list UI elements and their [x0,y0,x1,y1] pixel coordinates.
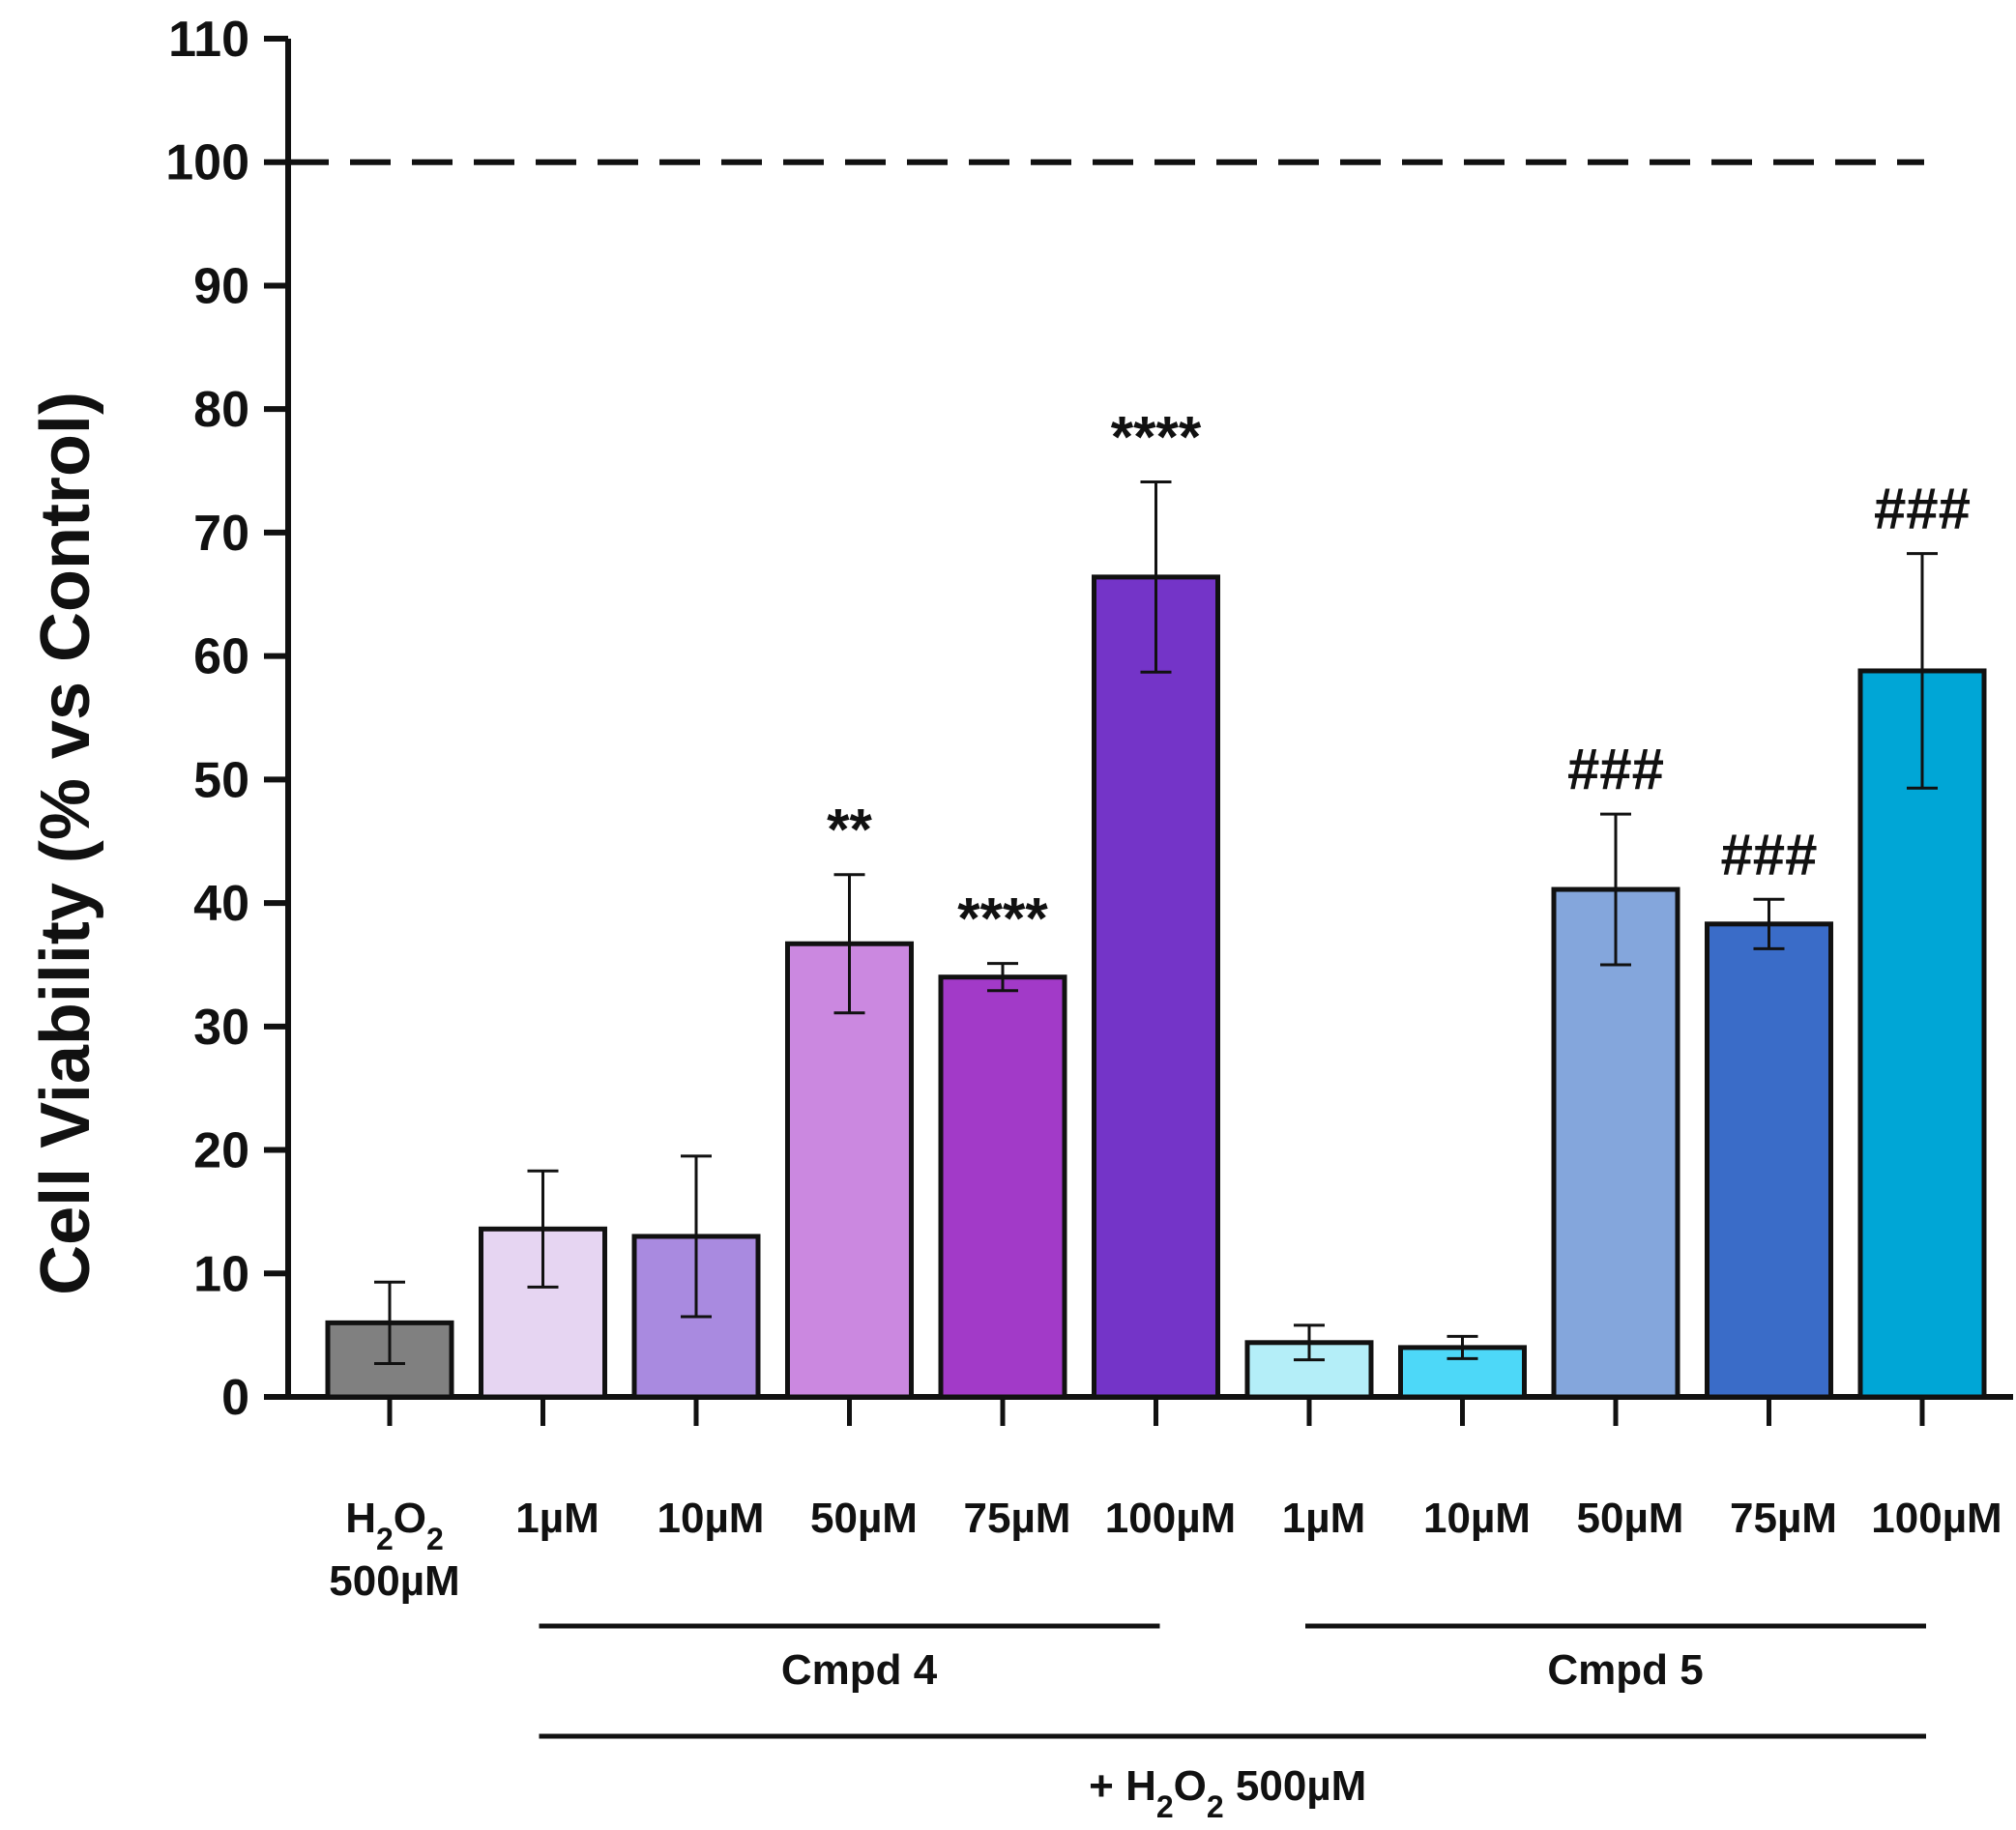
group-cmpd5-label: Cmpd 5 [1547,1646,1703,1694]
y-tick-label: 80 [193,382,249,438]
bars [325,480,1987,1400]
bar-cmpd4-50 [785,941,914,1400]
bar-cmpd5-100 [1857,668,1987,1400]
y-tick-label: 40 [193,876,249,932]
x-tick-label: 100µM [1871,1495,2001,1542]
y-tick-label: 70 [193,506,249,562]
y-tick-label: 110 [168,12,249,68]
bar-cmpd4-75 [938,974,1067,1400]
bar-cmpd4-100 [1092,574,1220,1400]
y-tick-label: 50 [193,752,249,808]
x-tick-label: 10µM [657,1495,765,1542]
x-tick-label: 100µM [1105,1495,1236,1542]
x-tick-label: 1µM [1282,1495,1365,1542]
y-tick-label: 90 [193,258,249,314]
y-tick-label: 30 [193,1000,249,1056]
x-tick-label: 50µM [1577,1495,1684,1542]
y-tick-label: 60 [193,629,249,685]
group-cmpd4-label: Cmpd 4 [781,1646,938,1694]
x-tick-label: 500µM [329,1557,459,1605]
y-tick-label: 100 [165,135,249,191]
significance-label: ### [1567,737,1664,801]
significance-label: ### [1720,822,1817,886]
x-tick-label: 1µM [515,1495,599,1542]
significance-label: **** [957,886,1048,951]
bar-cmpd4-1 [479,1226,607,1400]
x-tick-label: 50µM [810,1495,918,1542]
x-tick-label: 75µM [1730,1495,1837,1542]
y-axis-title: Cell Viability (% vs Control) [27,392,104,1295]
x-tick-label: H2O2 [345,1495,444,1556]
significance-label: **** [1111,405,1202,470]
bar-cmpd5-75 [1705,921,1833,1400]
significance-label: ** [827,798,872,862]
y-tick-label: 10 [193,1246,249,1302]
significance-label: ### [1874,477,1971,541]
x-tick-label: 75µM [964,1495,1071,1542]
treatment-label: + H2O2 500µM [1089,1762,1366,1824]
bar-cmpd5-50 [1551,886,1680,1400]
y-tick-label: 0 [221,1370,249,1426]
x-tick-label: 10µM [1423,1495,1531,1542]
y-tick-label: 20 [193,1123,249,1179]
